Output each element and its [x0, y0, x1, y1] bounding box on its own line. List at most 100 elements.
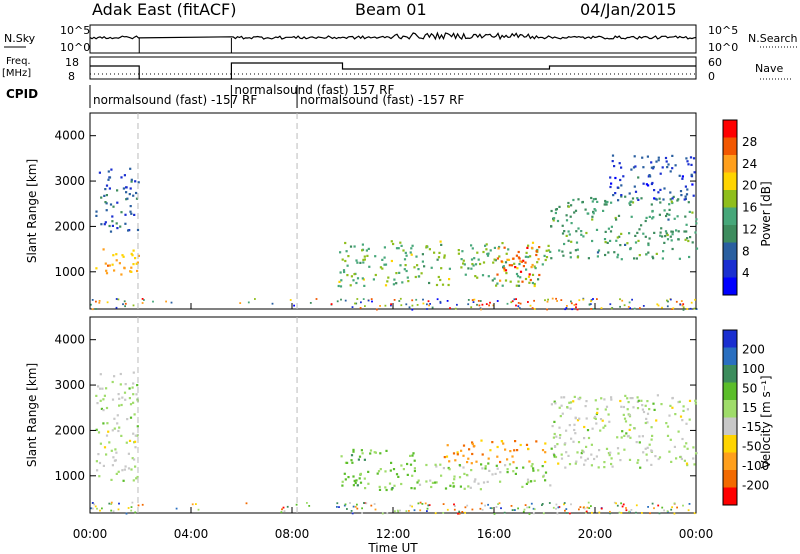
power-ground-cell [141, 298, 144, 300]
power-cell [591, 239, 594, 243]
power-cell [637, 239, 640, 242]
power-cell [592, 198, 595, 201]
velocity-ground-cell [96, 507, 98, 510]
velocity-cell [619, 459, 622, 462]
velocity-cell [608, 420, 611, 423]
power-cell [537, 278, 540, 281]
velocity-cell [128, 397, 131, 400]
power-cell [614, 216, 617, 220]
power-cell [417, 268, 420, 271]
power-cell [695, 218, 698, 221]
velocity-cell [607, 452, 610, 455]
power-cell [609, 239, 612, 242]
velocity-cell [105, 434, 109, 437]
velocity-cell [132, 371, 135, 374]
power-cell [506, 258, 509, 261]
power-cell [509, 280, 512, 283]
power-ground-cell [454, 307, 457, 310]
power-cell [527, 244, 530, 247]
velocity-cell [578, 398, 581, 401]
power-cell [553, 217, 556, 220]
velocity-ground-cell [282, 506, 285, 509]
power-cell [476, 251, 479, 254]
velocity-cell [358, 477, 361, 480]
power-ground-cell [98, 301, 101, 304]
power-cell [605, 203, 608, 206]
power-cell [361, 243, 364, 246]
power-cell [657, 156, 660, 159]
velocity-cell [511, 455, 514, 458]
power-cell [109, 203, 113, 206]
velocity-cell [499, 471, 502, 474]
colorbar-frame [722, 329, 738, 506]
velocity-ground-cell [687, 509, 690, 512]
power-ground-cell [330, 303, 333, 305]
velocity-cell [96, 402, 99, 405]
velocity-ground-cell [134, 511, 137, 514]
velocity-cell [132, 432, 135, 435]
colorbar-swatch [723, 155, 737, 173]
power-cell [591, 218, 594, 221]
power-cell [339, 285, 343, 288]
power-ground-cell [428, 304, 430, 307]
freq-trace [90, 62, 696, 80]
velocity-cell [459, 485, 462, 488]
nsky-tick-high: 10^5 [60, 24, 90, 37]
power-cell [400, 244, 403, 247]
cpid-text: normalsound (fast) -157 RF [300, 93, 464, 107]
power-ground-cell [669, 298, 672, 301]
velocity-cell [120, 403, 123, 407]
power-cell [410, 247, 413, 250]
power-cell [407, 280, 410, 283]
power-cell [533, 265, 536, 268]
velocity-cell [435, 481, 438, 484]
power-cell [556, 219, 560, 223]
power-cell [630, 215, 633, 218]
colorbar-swatch [723, 487, 737, 506]
velocity-cell [645, 417, 648, 420]
power-ground-cell [619, 305, 621, 308]
velocity-cell [642, 410, 646, 414]
power-cell [558, 205, 561, 208]
power-cell [386, 280, 389, 283]
power-ground-cell [293, 304, 295, 307]
power-cell [693, 171, 696, 174]
power-cell [132, 194, 135, 197]
power-cell [467, 267, 470, 270]
power-cell [503, 269, 506, 272]
power-cell [671, 154, 674, 157]
velocity-ground-cell [532, 512, 535, 515]
velocity-cell [458, 476, 462, 479]
power-cell [581, 200, 584, 204]
power-cell [606, 241, 609, 244]
velocity-ground-cell [419, 509, 422, 512]
station-title: Adak East (fitACF) [92, 0, 236, 19]
power-cell [545, 249, 548, 252]
velocity-cell [462, 444, 466, 447]
velocity-cell [673, 445, 676, 448]
velocity-cell [678, 400, 681, 403]
velocity-cell [351, 461, 354, 464]
power-cell [624, 243, 627, 246]
velocity-ground-cell [635, 511, 637, 514]
power-cell [355, 259, 358, 262]
power-ground-cell [315, 298, 318, 300]
velocity-cell [355, 479, 358, 482]
velocity-cell [452, 452, 456, 455]
velocity-cell [603, 398, 606, 401]
power-ground-cell [672, 307, 675, 310]
power-cell [552, 219, 555, 222]
power-cell [687, 201, 690, 204]
velocity-cell [116, 414, 119, 417]
velocity-cell [350, 459, 353, 462]
power-cell [677, 230, 680, 233]
power-cell [95, 210, 98, 213]
power-cell [107, 178, 110, 181]
velocity-cell [506, 458, 509, 461]
power-ground-cell [476, 303, 478, 306]
velocity-cell [623, 434, 626, 437]
power-cell [416, 264, 419, 267]
velocity-cell [115, 451, 118, 454]
power-cell [508, 264, 511, 267]
velocity-cell [686, 464, 689, 467]
